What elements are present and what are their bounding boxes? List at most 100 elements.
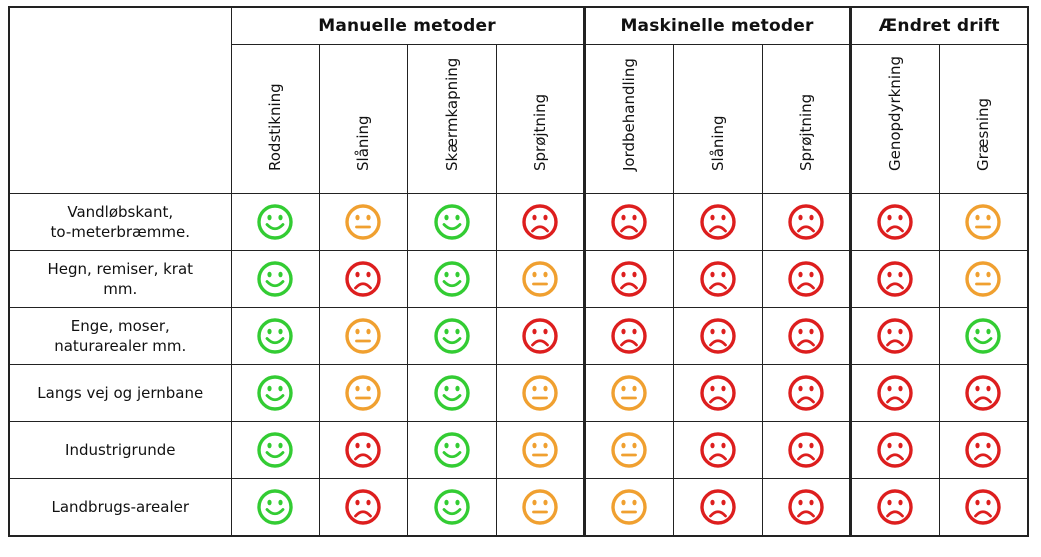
- happy-face-icon: [257, 318, 293, 354]
- row-label-line: Landbrugs-arealer: [51, 498, 190, 516]
- sad-face-icon: [611, 204, 647, 240]
- happy-face-icon: [433, 489, 470, 525]
- rating-cell: [672, 193, 763, 251]
- sad-face-icon: [877, 261, 913, 297]
- neutral-face-icon: [345, 318, 381, 354]
- sad-face-icon: [787, 375, 824, 411]
- rating-table-container: Manuelle metoder Maskinelle metoder Ændr…: [8, 6, 1029, 537]
- sad-face-icon: [611, 318, 647, 354]
- rating-cell: [938, 421, 1029, 479]
- neutral-face-icon: [611, 432, 647, 468]
- method-header: Rodstikning: [230, 44, 320, 194]
- sad-face-icon: [521, 204, 558, 240]
- method-rating-table: Manuelle metoder Maskinelle metoder Ændr…: [8, 6, 1029, 537]
- neutral-face-icon: [965, 204, 1001, 240]
- rating-cell: [848, 307, 940, 365]
- happy-face-icon: [257, 432, 293, 468]
- sad-face-icon: [877, 432, 913, 468]
- sad-face-icon: [965, 432, 1001, 468]
- sad-face-icon: [699, 432, 736, 468]
- method-header: Slåning: [672, 44, 763, 194]
- sad-face-icon: [345, 261, 381, 297]
- row-label: Langs vej og jernbane: [8, 364, 232, 422]
- rating-cell: [406, 193, 497, 251]
- sad-face-icon: [699, 489, 736, 525]
- row-label: Vandløbskant, to-meterbræmme.: [8, 193, 232, 251]
- rating-cell: [230, 193, 320, 251]
- table-row: Langs vej og jernbane: [8, 364, 1029, 422]
- rating-cell: [495, 250, 585, 308]
- rating-cell: [672, 421, 763, 479]
- rating-cell: [938, 364, 1029, 422]
- sad-face-icon: [699, 261, 736, 297]
- rating-cell: [230, 307, 320, 365]
- method-label: Sprøjtning: [530, 93, 549, 171]
- neutral-face-icon: [345, 375, 381, 411]
- rating-cell: [406, 478, 497, 537]
- table-body: Vandløbskant, to-meterbræmme. Hegn, remise…: [8, 193, 1029, 537]
- rating-cell: [672, 478, 763, 537]
- sad-face-icon: [877, 375, 913, 411]
- table-row: Vandløbskant, to-meterbræmme.: [8, 193, 1029, 251]
- sad-face-icon: [699, 375, 736, 411]
- happy-face-icon: [257, 204, 293, 240]
- row-label: Landbrugs-arealer: [8, 478, 232, 537]
- row-label: Enge, moser, naturarealer mm.: [8, 307, 232, 365]
- method-header: Græsning: [938, 44, 1029, 194]
- neutral-face-icon: [521, 432, 558, 468]
- method-header: Jordbehandling: [582, 44, 674, 194]
- sad-face-icon: [787, 318, 824, 354]
- method-label: Slåning: [354, 115, 372, 171]
- neutral-face-icon: [611, 375, 647, 411]
- table-row: Hegn, remiser, krat mm.: [8, 250, 1029, 308]
- happy-face-icon: [257, 489, 293, 525]
- rating-cell: [761, 478, 851, 537]
- sad-face-icon: [345, 489, 381, 525]
- rating-cell: [672, 364, 763, 422]
- rating-cell: [230, 478, 320, 537]
- sad-face-icon: [965, 375, 1001, 411]
- method-header: Skærmkapning: [406, 44, 497, 194]
- rating-cell: [938, 307, 1029, 365]
- sad-face-icon: [521, 318, 558, 354]
- rating-cell: [848, 193, 940, 251]
- rating-cell: [848, 364, 940, 422]
- neutral-face-icon: [611, 489, 647, 525]
- rating-cell: [318, 364, 408, 422]
- group-header-row: Manuelle metoder Maskinelle metoder Ændr…: [8, 6, 1029, 194]
- rating-cell: [761, 364, 851, 422]
- rating-cell: [761, 250, 851, 308]
- method-label: Græsning: [974, 97, 993, 171]
- row-label-line: to-meterbræmme.: [50, 223, 190, 241]
- corner-cell: [8, 6, 232, 194]
- sad-face-icon: [345, 432, 381, 468]
- rating-cell: [672, 250, 763, 308]
- happy-face-icon: [433, 261, 470, 297]
- table-row: Industrigrunde: [8, 421, 1029, 479]
- rating-cell: [495, 478, 585, 537]
- rating-cell: [761, 421, 851, 479]
- method-label: Genopdyrkning: [886, 55, 904, 171]
- rating-cell: [230, 364, 320, 422]
- rating-cell: [318, 307, 408, 365]
- row-label: Hegn, remiser, krat mm.: [8, 250, 232, 308]
- rating-cell: [582, 364, 674, 422]
- method-header-row: Rodstikning Slåning Skærmkapning Sprøjtn…: [9, 44, 1029, 194]
- rating-cell: [848, 421, 940, 479]
- rating-cell: [582, 421, 674, 479]
- table-row: Landbrugs-arealer: [8, 478, 1029, 537]
- rating-cell: [406, 421, 497, 479]
- happy-face-icon: [433, 204, 470, 240]
- rating-cell: [406, 250, 497, 308]
- neutral-face-icon: [521, 489, 558, 525]
- rating-cell: [938, 193, 1029, 251]
- neutral-face-icon: [521, 261, 558, 297]
- rating-cell: [230, 421, 320, 479]
- row-label-line: Vandløbskant,: [67, 203, 174, 221]
- rating-cell: [761, 193, 851, 251]
- rating-cell: [848, 478, 940, 537]
- method-header: Slåning: [318, 44, 408, 194]
- rating-cell: [582, 478, 674, 537]
- row-label-line: Langs vej og jernbane: [37, 384, 204, 402]
- method-label: Jordbehandling: [620, 58, 638, 171]
